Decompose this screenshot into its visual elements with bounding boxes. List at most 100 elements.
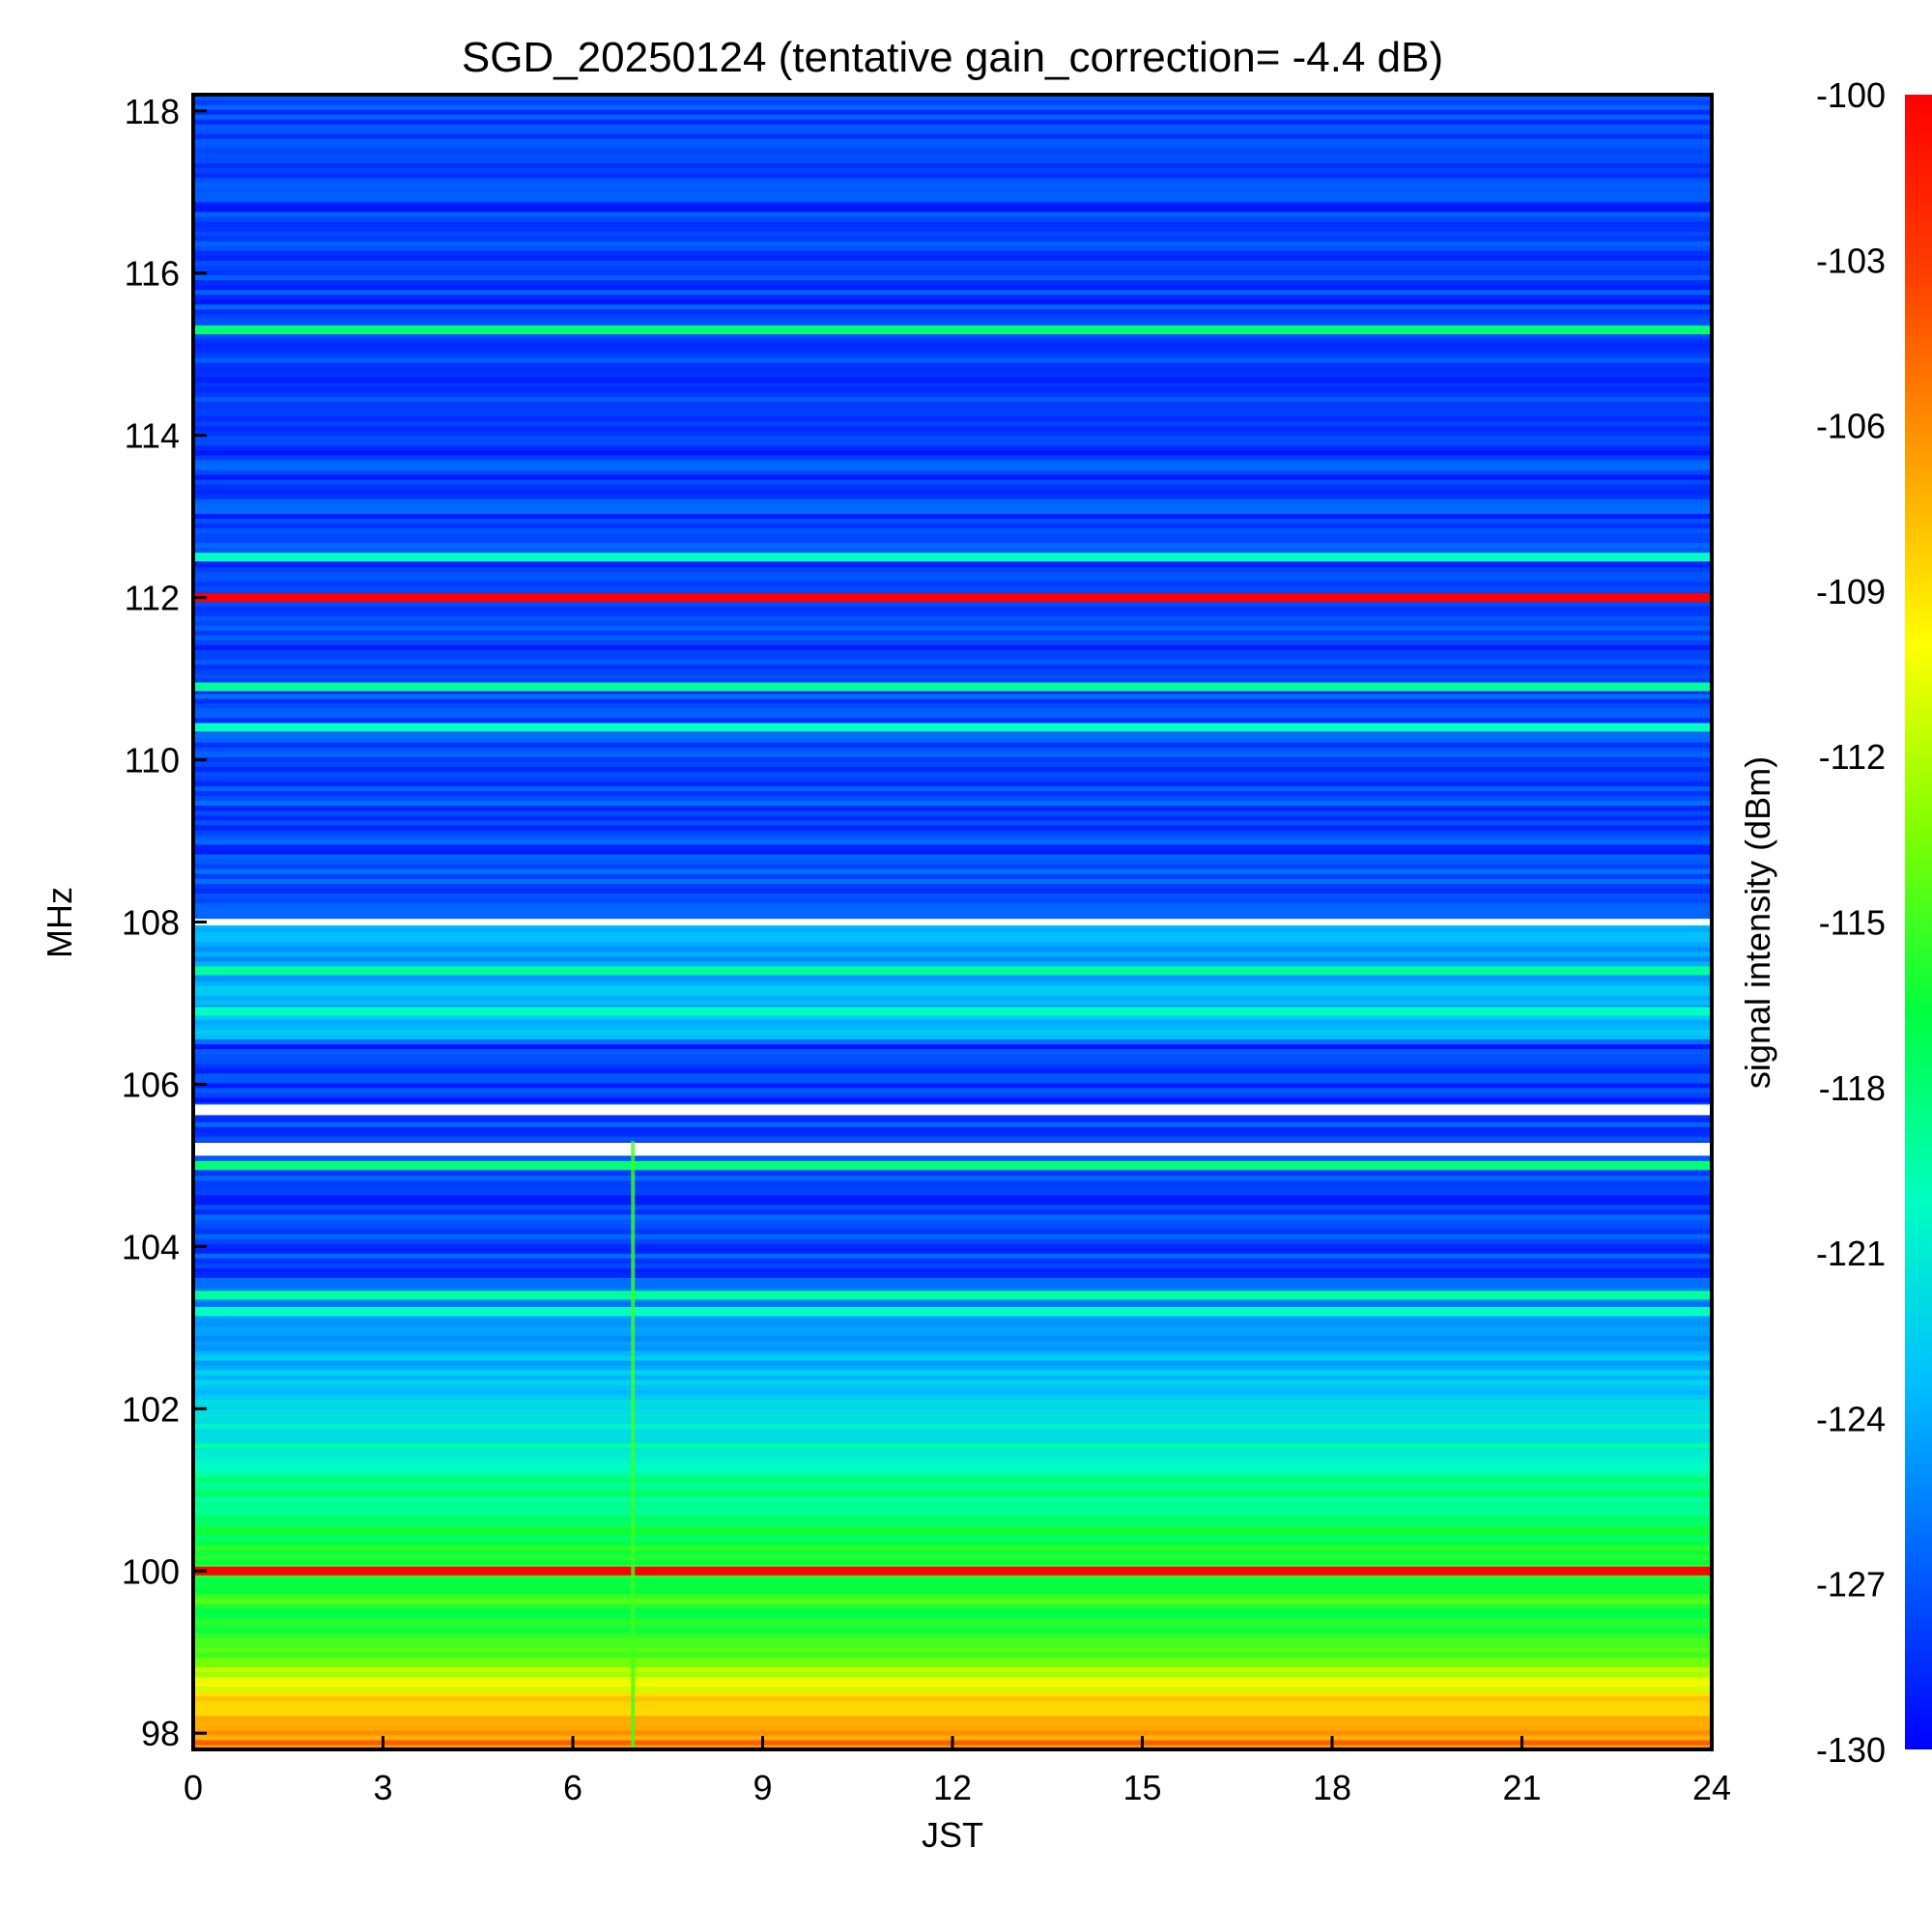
heatmap-band — [193, 868, 1712, 874]
heatmap-band — [193, 1481, 1712, 1488]
heatmap-band — [193, 289, 1712, 296]
heatmap-band — [193, 805, 1712, 811]
heatmap-band — [193, 1263, 1712, 1268]
heatmap-band — [193, 606, 1712, 611]
heatmap-band — [193, 1540, 1712, 1546]
x-tick-label: 12 — [933, 1768, 972, 1807]
heatmap-band — [193, 527, 1712, 534]
colorbar-tick-label: -109 — [1816, 572, 1886, 611]
heatmap-band — [193, 611, 1712, 616]
colorbar-ticks: -100 -103 -106 -109 -112 -115 -118 -121 -124 -127… — [1816, 75, 1886, 1770]
heatmap-band — [193, 707, 1712, 714]
heatmap-band — [193, 114, 1712, 120]
heatmap-band — [193, 313, 1712, 320]
heatmap-band — [193, 1253, 1712, 1259]
heatmap-band — [193, 104, 1712, 110]
heatmap-band — [193, 1554, 1712, 1561]
heatmap-band — [193, 907, 1712, 914]
heatmap-band — [193, 1462, 1712, 1468]
chart-title: SGD_20250124 (tentative gain_correction=… — [462, 34, 1443, 81]
colorbar-tick-label: -100 — [1816, 75, 1886, 115]
no-data-band — [193, 1104, 1712, 1116]
heatmap-band — [193, 737, 1712, 743]
heatmap-band — [193, 984, 1712, 991]
heatmap-band — [193, 377, 1712, 383]
heatmap-band — [193, 1204, 1712, 1210]
heatmap-band — [193, 1511, 1712, 1517]
heatmap-band — [193, 294, 1712, 300]
heatmap-band — [193, 838, 1712, 845]
heatmap-band — [193, 260, 1712, 266]
heatmap-band — [193, 241, 1712, 246]
heatmap-band — [193, 1389, 1712, 1395]
heatmap-band — [193, 1053, 1712, 1060]
x-tick-label: 15 — [1122, 1768, 1161, 1807]
heatmap-band — [193, 1325, 1712, 1332]
heatmap-band — [193, 897, 1712, 903]
heatmap-band — [193, 1578, 1712, 1585]
heatmap-band — [193, 995, 1712, 1001]
heatmap-band — [193, 513, 1712, 519]
heatmap-band — [193, 878, 1712, 884]
heatmap-band — [193, 162, 1712, 169]
heatmap-band — [193, 523, 1712, 529]
colorbar-tick-label: -106 — [1816, 407, 1886, 446]
heatmap-band — [193, 756, 1712, 762]
heatmap-band — [193, 752, 1712, 757]
x-tick-label: 0 — [184, 1768, 203, 1807]
heatmap-band — [193, 644, 1712, 650]
heatmap-band — [193, 1087, 1712, 1094]
heatmap-band — [193, 771, 1712, 777]
heatmap-band — [193, 1184, 1712, 1191]
heatmap-band — [193, 668, 1712, 675]
heatmap-band — [193, 926, 1712, 933]
heatmap-bands — [193, 95, 1712, 1750]
heatmap-band — [193, 824, 1712, 831]
heatmap-band — [193, 99, 1712, 105]
heatmap-band — [193, 255, 1712, 261]
heatmap-band — [193, 732, 1712, 738]
heatmap-band — [193, 391, 1712, 397]
station-line — [193, 682, 1712, 692]
heatmap-band — [193, 1364, 1712, 1371]
heatmap-band — [193, 1612, 1712, 1619]
heatmap-band — [193, 1700, 1712, 1707]
heatmap-band — [193, 1228, 1712, 1235]
heatmap-band — [193, 717, 1712, 724]
heatmap-band — [193, 1189, 1712, 1196]
colorbar-tick-label: -121 — [1816, 1234, 1886, 1273]
heatmap-band — [193, 411, 1712, 417]
heatmap-band — [193, 357, 1712, 363]
heatmap-band — [193, 571, 1712, 578]
heatmap-band — [193, 649, 1712, 655]
heatmap-band — [193, 893, 1712, 898]
heatmap-band — [193, 902, 1712, 908]
heatmap-band — [193, 347, 1712, 354]
heatmap-band — [193, 1014, 1712, 1020]
heatmap-band — [193, 542, 1712, 549]
heatmap-band — [193, 226, 1712, 232]
heatmap-band — [193, 1282, 1712, 1288]
heatmap-band — [193, 1549, 1712, 1556]
y-tick-label: 118 — [125, 92, 180, 131]
heatmap-band — [193, 951, 1712, 957]
heatmap-band — [193, 1652, 1712, 1658]
heatmap-band — [193, 1072, 1712, 1079]
heatmap-band — [193, 1647, 1712, 1653]
heatmap-band — [193, 1681, 1712, 1688]
heatmap-band — [193, 1423, 1712, 1430]
heatmap-band — [193, 566, 1712, 573]
x-tick-label: 9 — [753, 1768, 772, 1807]
heatmap-band — [193, 401, 1712, 408]
heatmap-band — [193, 795, 1712, 802]
heatmap-band — [193, 1662, 1712, 1667]
heatmap-band — [193, 615, 1712, 621]
heatmap-band — [193, 1525, 1712, 1531]
y-tick-label: 106 — [122, 1065, 180, 1104]
heatmap-band — [193, 1237, 1712, 1244]
heatmap-band — [193, 931, 1712, 938]
heatmap-band — [193, 124, 1712, 129]
heatmap-band — [193, 1520, 1712, 1526]
heatmap-band — [193, 1350, 1712, 1356]
heatmap-band — [193, 1287, 1712, 1293]
